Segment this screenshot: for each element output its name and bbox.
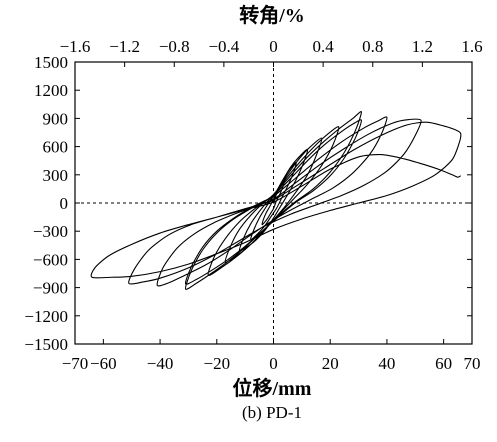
bottom-axis-title: 位移/mm xyxy=(233,376,312,400)
x-tick-label: 0 xyxy=(269,354,278,373)
y-tick-label: −300 xyxy=(33,222,68,241)
y-tick-label: −1200 xyxy=(24,307,68,326)
rotation-tick-label: −0.8 xyxy=(159,37,190,56)
rotation-tick-label: −0.4 xyxy=(208,37,239,56)
curve-layer xyxy=(90,111,462,290)
x-tick-label: 40 xyxy=(378,354,395,373)
y-tick-label: 1500 xyxy=(34,53,68,72)
rotation-tick-label: −1.2 xyxy=(109,37,140,56)
y-tick-label: −600 xyxy=(33,250,68,269)
y-tick-label: −1500 xyxy=(24,335,68,354)
y-tick-label: 300 xyxy=(43,166,69,185)
x-tick-label: 60 xyxy=(435,354,452,373)
x-tick-label: 20 xyxy=(322,354,339,373)
tick-labels: −70 −60 −40 −20 0 20 40 60 70 −1.6 −1.2 −0.8 −0.4 0 0.… xyxy=(24,37,482,373)
x-tick-label: −40 xyxy=(147,354,174,373)
top-axis-title: 转角/% xyxy=(239,3,305,27)
figure-caption: (b) PD-1 xyxy=(242,403,302,422)
y-tick-label: 0 xyxy=(60,194,69,213)
rotation-tick-label: 0.8 xyxy=(362,37,383,56)
x-tick-label: 70 xyxy=(464,354,481,373)
rotation-tick-label: 1.2 xyxy=(412,37,433,56)
rotation-tick-label: 1.6 xyxy=(461,37,482,56)
hysteresis-curve xyxy=(90,111,462,290)
y-tick-label: 600 xyxy=(43,138,69,157)
y-tick-label: −900 xyxy=(33,279,68,298)
rotation-tick-label: −1.6 xyxy=(60,37,91,56)
y-tick-label: 900 xyxy=(43,109,69,128)
x-tick-label: −20 xyxy=(203,354,230,373)
tick-marks xyxy=(74,61,473,345)
rotation-tick-label: 0.4 xyxy=(313,37,335,56)
y-tick-label: 1200 xyxy=(34,81,68,100)
x-tick-label: −60 xyxy=(90,354,117,373)
x-tick-label: −70 xyxy=(62,354,89,373)
rotation-tick-label: 0 xyxy=(269,37,278,56)
